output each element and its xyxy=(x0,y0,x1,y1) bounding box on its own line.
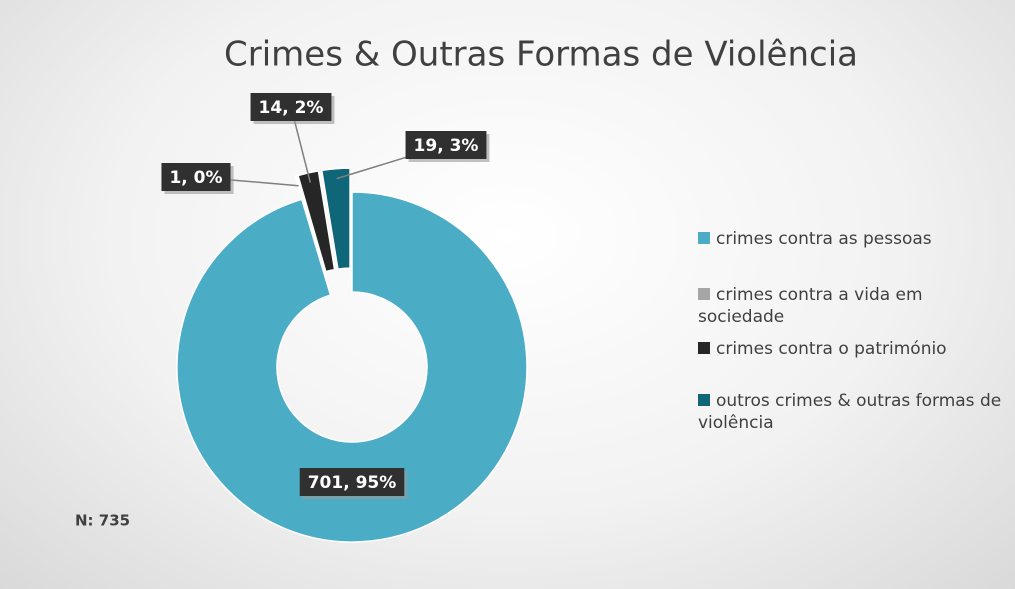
data-label: 14, 2% xyxy=(250,93,335,124)
data-label-box xyxy=(299,468,405,496)
legend-swatch xyxy=(698,232,710,244)
data-label: 1, 0% xyxy=(161,163,234,194)
data-label: 701, 95% xyxy=(299,468,408,499)
data-label-text: 19, 3% xyxy=(414,136,479,156)
data-label-box xyxy=(250,93,332,121)
slice xyxy=(297,170,336,273)
legend-item: crimes contra as pessoas xyxy=(698,228,1008,250)
legend-label: crimes contra o património xyxy=(716,339,947,359)
annotation: N: 735 xyxy=(75,512,130,530)
legend-item: outros crimes & outras formas de violênc… xyxy=(698,390,1008,434)
data-label-text: 701, 95% xyxy=(308,473,397,493)
data-label-text: 1, 0% xyxy=(169,168,222,188)
data-label-box xyxy=(405,131,487,159)
legend-swatch xyxy=(698,342,710,354)
data-label-box xyxy=(161,163,231,191)
legend-swatch xyxy=(698,394,710,406)
data-label-text: 14, 2% xyxy=(259,98,324,118)
legend-item: crimes contra o património xyxy=(698,338,1008,360)
slice xyxy=(294,174,326,274)
legend-label: crimes contra a vida em sociedade xyxy=(698,285,923,327)
slice xyxy=(176,191,528,543)
legend-item: crimes contra a vida em sociedade xyxy=(698,284,1008,328)
data-label: 19, 3% xyxy=(405,131,490,162)
chart-title: Crimes & Outras Formas de Violência xyxy=(224,35,858,75)
legend-swatch xyxy=(698,288,710,300)
legend-label: outros crimes & outras formas de violênc… xyxy=(698,391,1002,433)
legend-label: crimes contra as pessoas xyxy=(716,229,932,249)
slice xyxy=(320,167,351,270)
